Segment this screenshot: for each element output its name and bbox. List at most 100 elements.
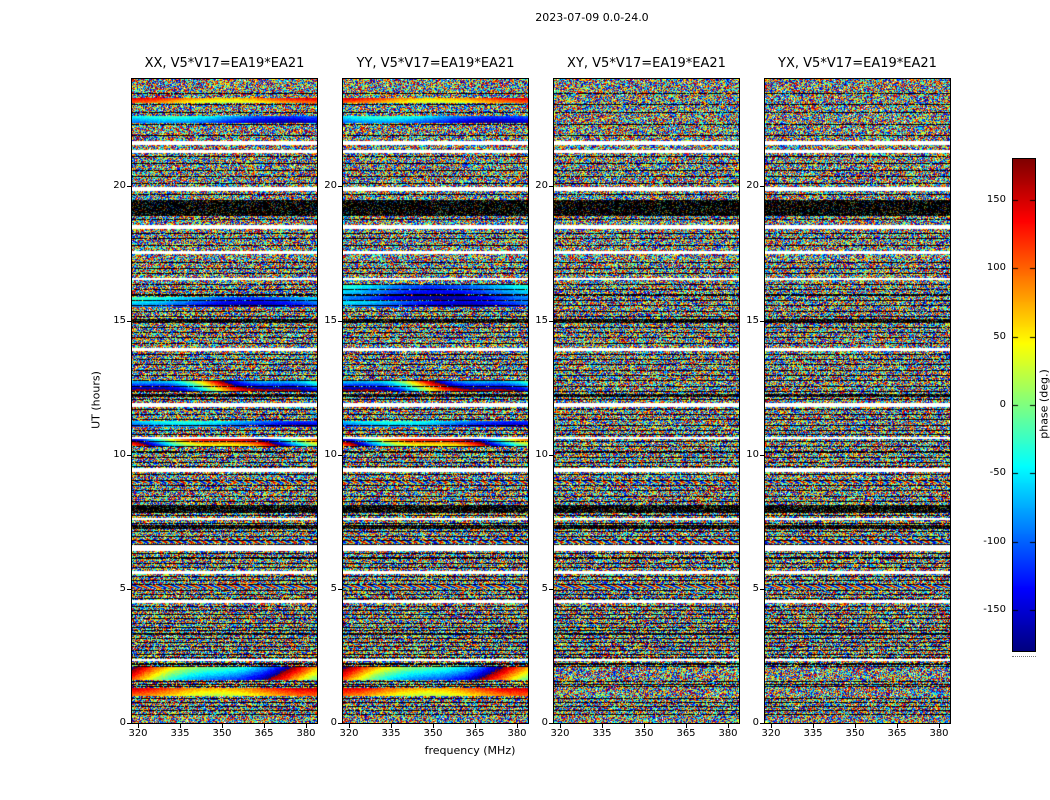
panel-title-xx: XX, V5*V17=EA19*EA21 bbox=[144, 56, 305, 71]
x-tick-mark bbox=[771, 724, 772, 728]
y-tick-label: 15 bbox=[535, 315, 548, 326]
y-tick-mark bbox=[549, 723, 553, 724]
heatmap-canvas-xx bbox=[132, 79, 317, 723]
x-tick-mark bbox=[349, 724, 350, 728]
y-tick-label: 10 bbox=[324, 449, 337, 460]
x-tick-label: 350 bbox=[423, 728, 443, 739]
y-tick-label: 20 bbox=[324, 180, 337, 191]
x-tick-mark bbox=[813, 724, 814, 728]
y-tick-mark bbox=[760, 455, 764, 456]
x-tick-mark bbox=[728, 724, 729, 728]
heatmap-canvas-xy bbox=[554, 79, 739, 723]
x-tick-label: 335 bbox=[803, 728, 823, 739]
x-tick-label: 380 bbox=[507, 728, 527, 739]
y-tick-mark bbox=[760, 723, 764, 724]
y-tick-mark bbox=[127, 186, 131, 187]
y-tick-label: 15 bbox=[324, 315, 337, 326]
x-tick-label: 320 bbox=[339, 728, 359, 739]
x-tick-mark bbox=[897, 724, 898, 728]
heatmap-panel-xx bbox=[131, 78, 318, 724]
y-tick-mark bbox=[760, 589, 764, 590]
y-tick-mark bbox=[338, 321, 342, 322]
x-tick-label: 365 bbox=[887, 728, 907, 739]
y-tick-label: 0 bbox=[330, 717, 337, 728]
y-tick-mark bbox=[338, 455, 342, 456]
x-tick-mark bbox=[222, 724, 223, 728]
x-tick-label: 365 bbox=[465, 728, 485, 739]
y-tick-label: 5 bbox=[541, 583, 548, 594]
colorbar-under-marker bbox=[1012, 656, 1036, 657]
y-tick-mark bbox=[549, 186, 553, 187]
colorbar-tick-label: 100 bbox=[986, 262, 1006, 273]
y-tick-label: 10 bbox=[535, 449, 548, 460]
colorbar-label: phase (deg.) bbox=[1037, 369, 1050, 439]
panel-title-xy: XY, V5*V17=EA19*EA21 bbox=[567, 56, 726, 71]
x-tick-label: 350 bbox=[634, 728, 654, 739]
colorbar-gradient-frame bbox=[1012, 158, 1036, 652]
y-tick-label: 5 bbox=[330, 583, 337, 594]
x-tick-mark bbox=[180, 724, 181, 728]
y-axis-label: UT (hours) bbox=[89, 371, 103, 429]
colorbar-tick-label: -100 bbox=[983, 536, 1006, 547]
x-tick-label: 335 bbox=[170, 728, 190, 739]
y-tick-label: 10 bbox=[746, 449, 759, 460]
y-tick-mark bbox=[127, 723, 131, 724]
y-tick-label: 20 bbox=[746, 180, 759, 191]
x-tick-label: 350 bbox=[845, 728, 865, 739]
heatmap-canvas-yx bbox=[765, 79, 950, 723]
y-tick-label: 15 bbox=[746, 315, 759, 326]
x-axis-label: frequency (MHz) bbox=[424, 744, 516, 757]
colorbar-tick-label: 150 bbox=[986, 194, 1006, 205]
x-tick-label: 350 bbox=[212, 728, 232, 739]
y-tick-mark bbox=[549, 455, 553, 456]
x-tick-label: 365 bbox=[676, 728, 696, 739]
x-tick-label: 380 bbox=[718, 728, 738, 739]
x-tick-label: 320 bbox=[128, 728, 148, 739]
x-tick-label: 320 bbox=[761, 728, 781, 739]
x-tick-mark bbox=[264, 724, 265, 728]
colorbar-gradient bbox=[1013, 159, 1035, 651]
x-tick-mark bbox=[644, 724, 645, 728]
x-tick-mark bbox=[306, 724, 307, 728]
x-tick-mark bbox=[391, 724, 392, 728]
x-tick-label: 320 bbox=[550, 728, 570, 739]
x-tick-mark bbox=[686, 724, 687, 728]
y-tick-label: 0 bbox=[752, 717, 759, 728]
x-tick-mark bbox=[855, 724, 856, 728]
colorbar-tick-label: 0 bbox=[999, 399, 1006, 410]
y-tick-label: 10 bbox=[113, 449, 126, 460]
panel-title-yy: YY, V5*V17=EA19*EA21 bbox=[356, 56, 515, 71]
y-tick-mark bbox=[549, 321, 553, 322]
y-tick-mark bbox=[127, 455, 131, 456]
x-tick-mark bbox=[433, 724, 434, 728]
y-tick-mark bbox=[338, 723, 342, 724]
figure-title: 2023-07-09 0.0-24.0 bbox=[535, 11, 649, 24]
x-tick-mark bbox=[939, 724, 940, 728]
y-tick-label: 20 bbox=[535, 180, 548, 191]
y-tick-mark bbox=[760, 186, 764, 187]
y-tick-label: 5 bbox=[752, 583, 759, 594]
y-tick-mark bbox=[549, 589, 553, 590]
y-tick-label: 5 bbox=[119, 583, 126, 594]
x-tick-label: 335 bbox=[592, 728, 612, 739]
x-tick-label: 365 bbox=[254, 728, 274, 739]
x-tick-mark bbox=[560, 724, 561, 728]
x-tick-label: 380 bbox=[929, 728, 949, 739]
y-tick-label: 0 bbox=[119, 717, 126, 728]
x-tick-mark bbox=[602, 724, 603, 728]
heatmap-panel-yx bbox=[764, 78, 951, 724]
y-tick-label: 0 bbox=[541, 717, 548, 728]
heatmap-panel-yy bbox=[342, 78, 529, 724]
x-tick-label: 335 bbox=[381, 728, 401, 739]
y-tick-mark bbox=[338, 589, 342, 590]
colorbar-tick-label: 50 bbox=[993, 331, 1006, 342]
colorbar-tick-label: -150 bbox=[983, 604, 1006, 615]
panel-title-yx: YX, V5*V17=EA19*EA21 bbox=[778, 56, 937, 71]
y-tick-label: 15 bbox=[113, 315, 126, 326]
x-tick-mark bbox=[138, 724, 139, 728]
y-tick-mark bbox=[127, 589, 131, 590]
heatmap-panel-xy bbox=[553, 78, 740, 724]
x-tick-mark bbox=[517, 724, 518, 728]
x-tick-mark bbox=[475, 724, 476, 728]
x-tick-label: 380 bbox=[296, 728, 316, 739]
